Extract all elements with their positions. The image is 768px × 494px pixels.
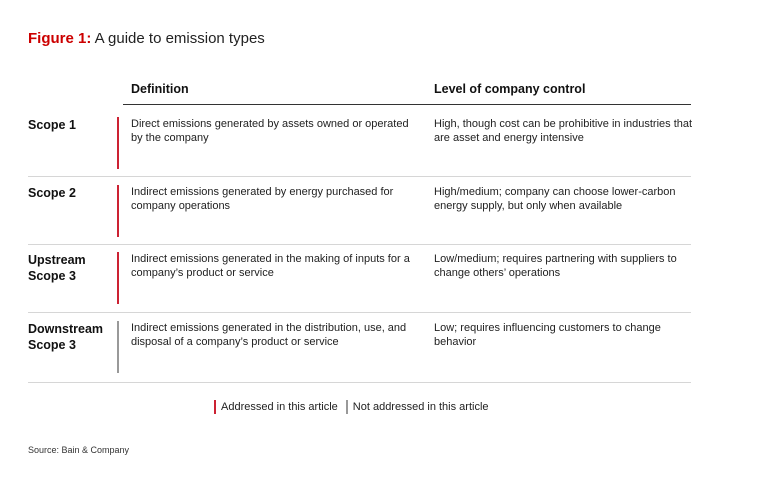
legend-swatch-not-addressed (345, 400, 348, 414)
scope-label: Downstream Scope 3 (28, 322, 104, 352)
definition-text: Indirect emissions generated by energy p… (131, 186, 394, 212)
legend-item-not-addressed: Not addressed in this article (345, 400, 489, 414)
status-marker-not-addressed (117, 321, 119, 373)
legend-label-not-addressed: Not addressed in this article (352, 401, 489, 413)
status-marker-addressed (117, 185, 119, 237)
legend-item-addressed: Addressed in this article (214, 400, 338, 414)
figure-title-text: A guide to emission types (91, 30, 265, 47)
definition-text: Direct emissions generated by assets own… (131, 118, 409, 144)
legend-label-addressed: Addressed in this article (221, 401, 338, 413)
scope-label: Scope 1 (28, 118, 76, 132)
control-text: Low; requires influencing customers to c… (434, 322, 661, 348)
figure-title: Figure 1: A guide to emission types (28, 30, 265, 47)
source-note: Source: Bain & Company (28, 445, 130, 455)
row-divider (28, 244, 691, 245)
row-divider (28, 176, 691, 177)
row-divider (28, 312, 691, 313)
column-header-definition: Definition (131, 82, 189, 96)
status-marker-addressed (117, 117, 119, 169)
status-marker-addressed (117, 252, 119, 304)
scope-label: Scope 2 (28, 186, 76, 200)
scope-label: Upstream Scope 3 (28, 253, 86, 283)
row-divider (28, 382, 691, 383)
legend-swatch-addressed (214, 400, 216, 414)
control-text: High/medium; company can choose lower-ca… (434, 186, 676, 212)
definition-text: Indirect emissions generated in the maki… (131, 253, 410, 279)
figure-label: Figure 1: (28, 30, 92, 47)
control-text: High, though cost can be prohibitive in … (434, 118, 693, 144)
definition-text: Indirect emissions generated in the dist… (131, 322, 407, 348)
legend: Addressed in this article Not addressed … (214, 400, 497, 414)
column-header-control: Level of company control (434, 82, 586, 96)
header-rule (123, 104, 691, 105)
control-text: Low/medium; requires partnering with sup… (434, 253, 677, 279)
